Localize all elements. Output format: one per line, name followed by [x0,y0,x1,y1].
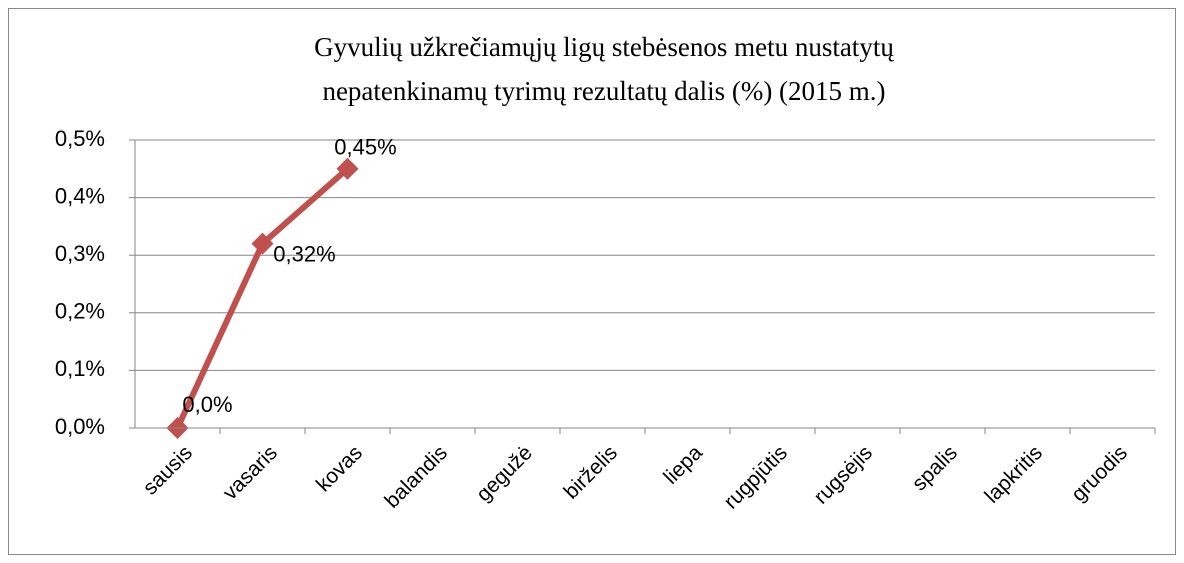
y-tick-label: 0,3% [55,241,105,266]
data-label: 0,0% [182,392,232,417]
data-label: 0,32% [273,241,335,266]
y-tick-label: 0,0% [55,414,105,439]
chart-frame [8,8,1176,555]
y-tick-label: 0,4% [55,183,105,208]
y-tick-label: 0,1% [55,356,105,381]
y-tick-label: 0,2% [55,299,105,324]
chart-title: Gyvulių užkrečiamųjų ligų stebėsenos met… [314,32,894,62]
marker [336,157,359,180]
y-tick-label: 0,5% [55,126,105,151]
chart-title: nepatenkinamų tyrimų rezultatų dalis (%)… [322,76,885,106]
marker [251,232,274,255]
data-label: 0,45% [334,135,396,160]
